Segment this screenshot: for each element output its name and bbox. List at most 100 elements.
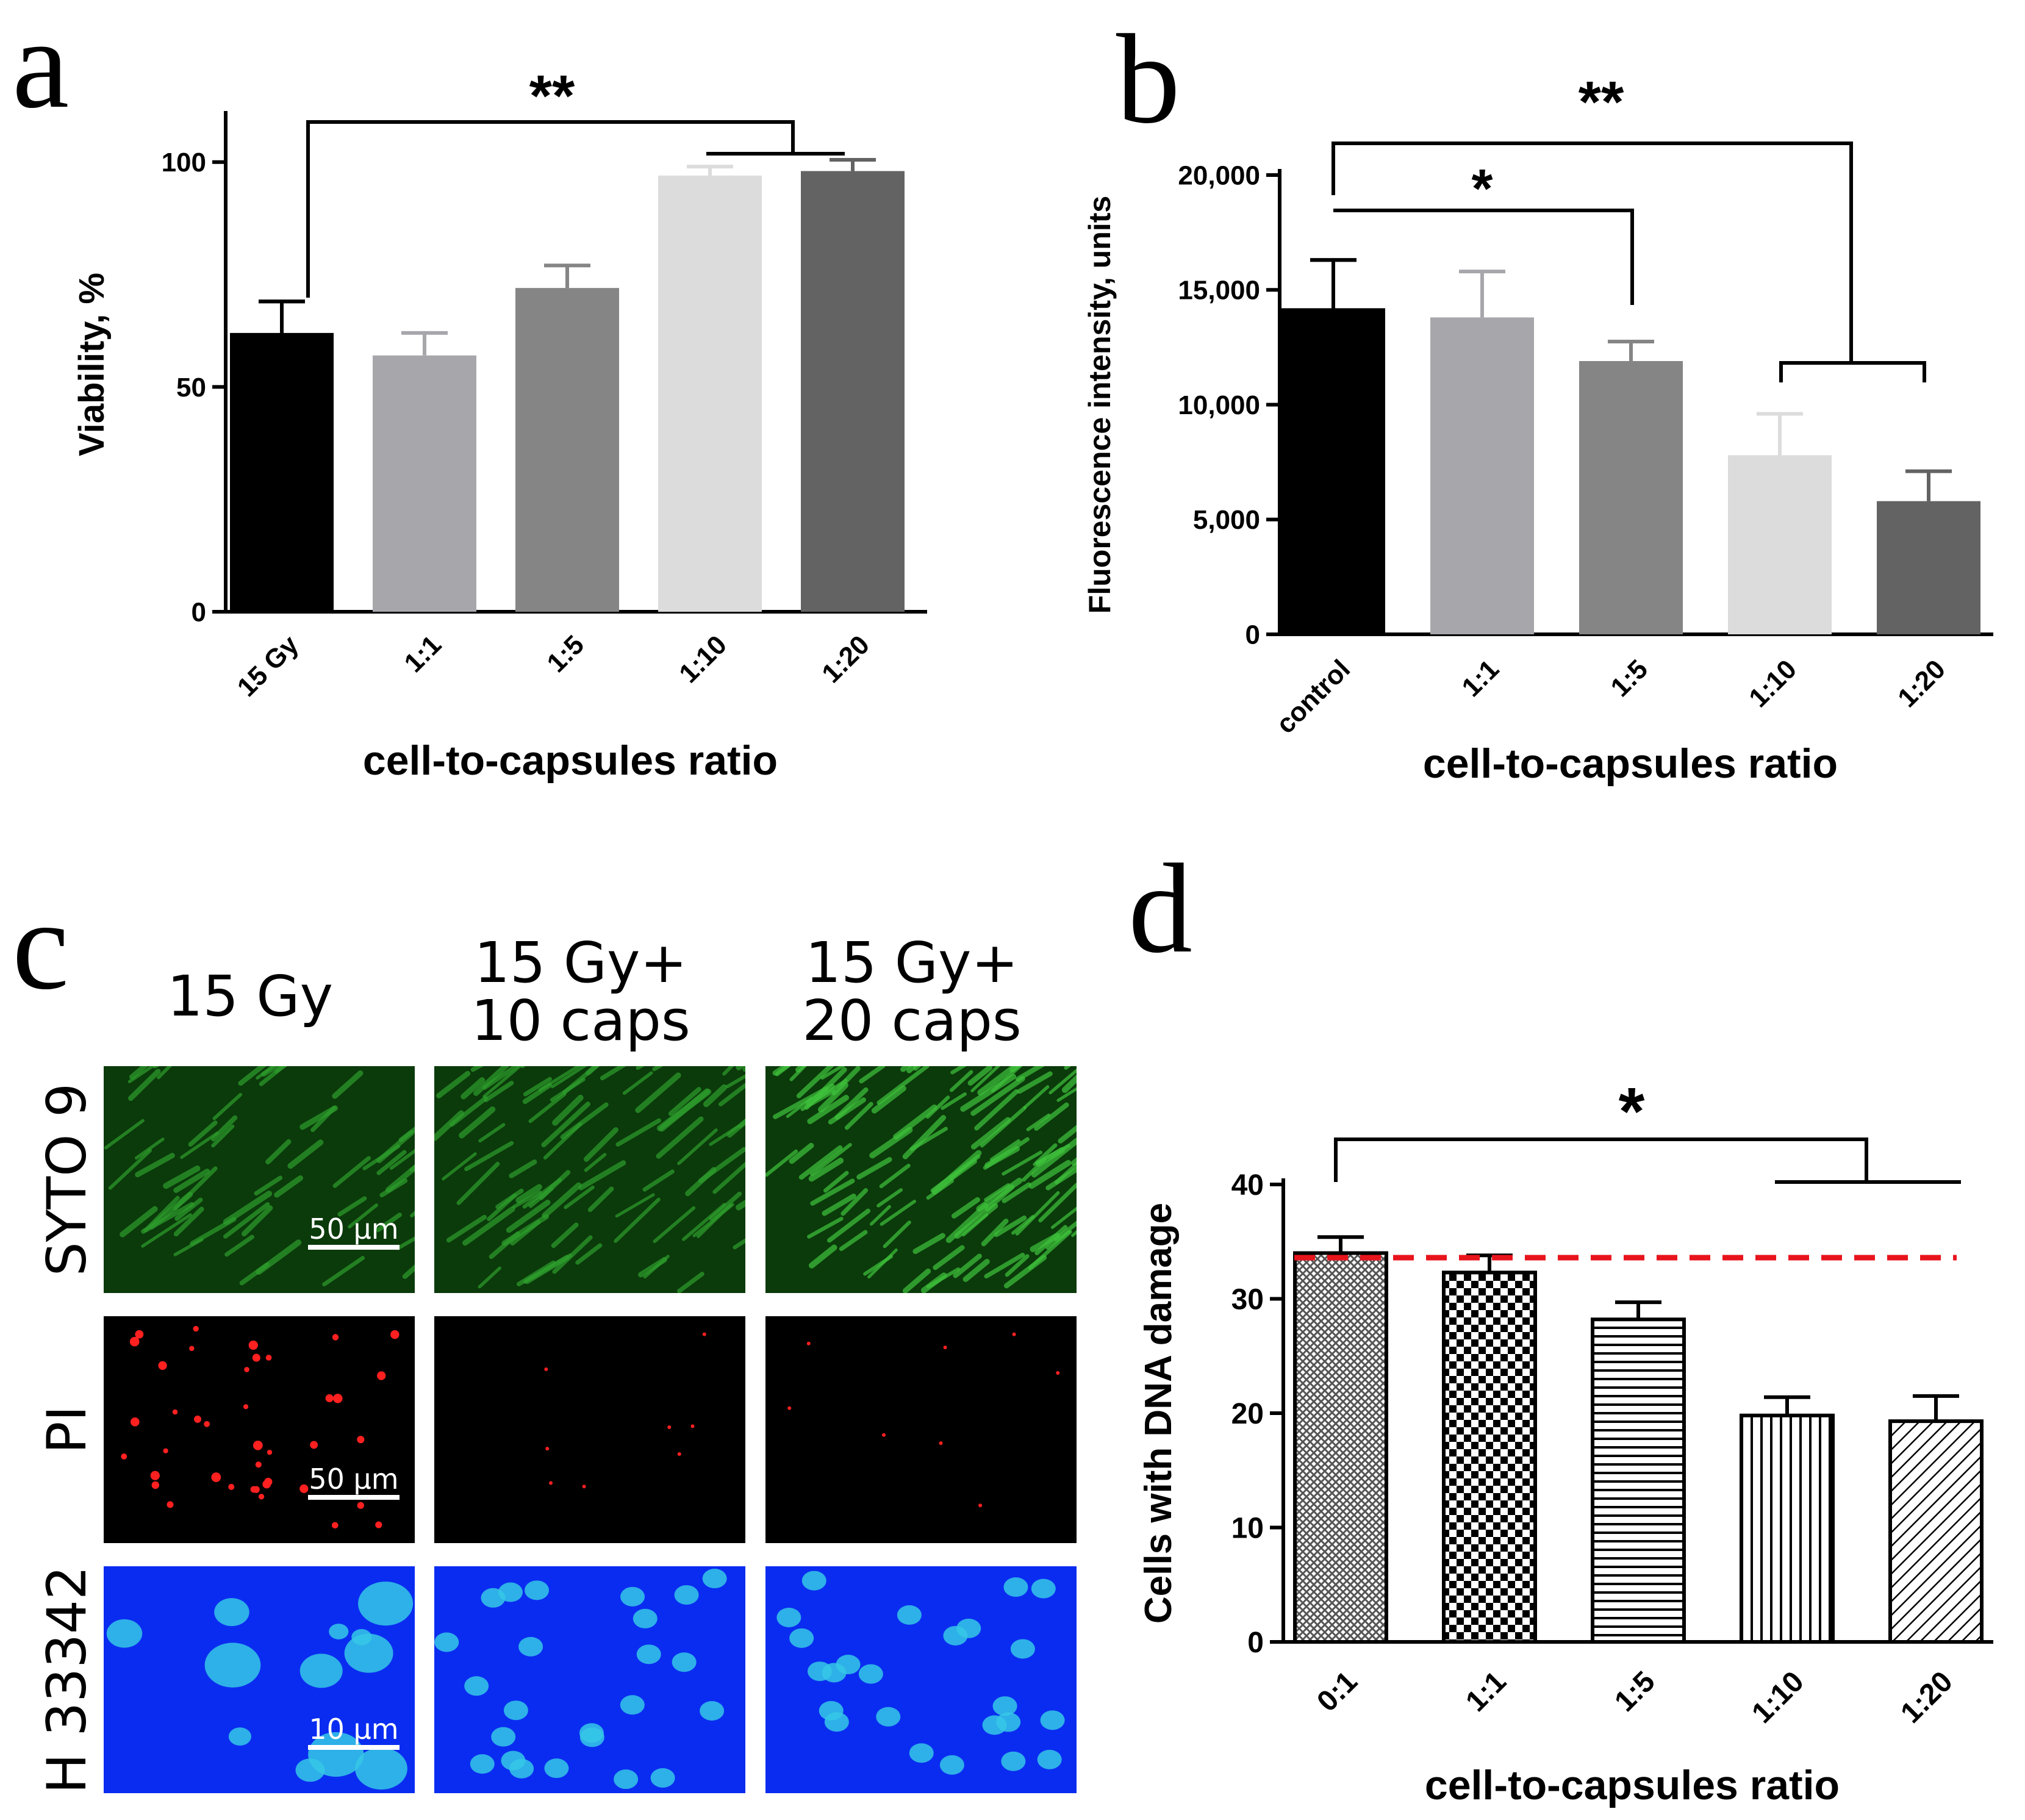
cell-fiber	[129, 1066, 149, 1080]
cell-fiber	[379, 1178, 408, 1198]
stained-nucleus	[1037, 1749, 1062, 1769]
cell-fiber	[869, 1127, 913, 1159]
micrograph-texture	[776, 1571, 1065, 1775]
cell-fiber	[828, 1097, 867, 1125]
cell-fiber	[826, 1208, 871, 1243]
cell-fiber	[984, 1183, 1010, 1202]
stained-nucleus	[106, 1619, 143, 1648]
stained-nucleus	[204, 1643, 261, 1688]
stained-nucleus	[258, 1494, 265, 1500]
cell-fiber	[600, 1066, 626, 1081]
stained-nucleus	[943, 1345, 947, 1350]
cell-fiber	[635, 1072, 681, 1113]
cell-fiber	[1011, 1214, 1035, 1235]
stained-nucleus	[329, 1624, 349, 1639]
micrograph-image	[434, 1316, 745, 1543]
stained-nucleus	[193, 1415, 202, 1423]
y-tick-label: 100	[162, 148, 206, 177]
cell-fiber	[459, 1106, 496, 1139]
micrograph-image	[104, 1316, 415, 1543]
cell-fiber	[127, 1066, 156, 1084]
column-header-line: 15 Gy+	[474, 930, 687, 995]
cell-fiber	[434, 1110, 465, 1141]
cell-fiber	[976, 1177, 1023, 1212]
cell-fiber	[1022, 1157, 1047, 1182]
cell-fiber	[578, 1160, 626, 1191]
cell-fiber	[984, 1252, 1025, 1279]
cell-fiber	[143, 1195, 180, 1233]
cell-fiber	[643, 1255, 670, 1279]
cell-fiber	[180, 1131, 219, 1159]
x-tick-label: 1:1	[398, 629, 447, 678]
stained-nucleus	[525, 1580, 550, 1600]
cell-fiber	[989, 1139, 1021, 1162]
y-tick-label: 40	[1231, 1169, 1264, 1202]
cell-fiber	[543, 1122, 582, 1160]
cell-fiber	[376, 1130, 415, 1164]
cell-fiber	[883, 1220, 911, 1249]
cell-fiber	[733, 1238, 745, 1250]
cell-fiber	[795, 1066, 806, 1073]
stained-nucleus	[299, 1484, 309, 1494]
stained-nucleus	[579, 1723, 604, 1743]
cell-fiber	[951, 1197, 980, 1219]
cell-fiber	[128, 1069, 161, 1102]
cell-fiber	[396, 1236, 415, 1250]
cell-fiber	[552, 1094, 584, 1126]
stained-nucleus	[978, 1503, 983, 1508]
cell-fiber	[682, 1203, 726, 1241]
x-tick-label: 1:20	[1892, 654, 1951, 713]
micrograph-image	[104, 1066, 415, 1293]
cell-fiber	[970, 1076, 1025, 1116]
stained-nucleus	[470, 1754, 495, 1774]
stained-nucleus	[214, 1598, 249, 1627]
bar	[1888, 1419, 1984, 1644]
cell-fiber	[515, 1184, 542, 1203]
cell-fiber	[698, 1147, 745, 1183]
cell-fiber	[541, 1102, 591, 1148]
cell-fiber	[668, 1087, 701, 1116]
x-tick-label: 1:1	[1460, 1665, 1513, 1718]
y-tick-label: 20	[1231, 1398, 1264, 1430]
stained-nucleus	[265, 1355, 272, 1361]
cell-fiber	[461, 1077, 486, 1100]
cell-fiber	[614, 1197, 661, 1243]
cell-fiber	[642, 1169, 675, 1192]
cell-fiber	[1038, 1183, 1077, 1223]
stained-nucleus	[248, 1340, 258, 1350]
stained-nucleus	[545, 1447, 550, 1451]
x-tick-label: 1:5	[1605, 654, 1654, 703]
cell-fiber	[1064, 1066, 1072, 1070]
significance-bracket	[1334, 1138, 1868, 1182]
cell-fiber	[1033, 1144, 1070, 1166]
cell-fiber	[551, 1066, 587, 1089]
stained-nucleus	[344, 1633, 393, 1673]
stained-nucleus	[544, 1758, 569, 1779]
micrograph-image	[765, 1316, 1077, 1543]
stained-nucleus	[518, 1636, 543, 1657]
stained-nucleus	[1031, 1578, 1056, 1599]
bar	[658, 175, 762, 612]
cell-fiber	[970, 1066, 1001, 1092]
stained-nucleus	[491, 1727, 516, 1747]
cell-fiber	[1061, 1074, 1077, 1093]
bar	[1442, 1270, 1537, 1644]
cell-fiber	[981, 1218, 1009, 1247]
cell-fiber	[736, 1199, 745, 1211]
column-header-line: 15 Gy+	[805, 930, 1018, 995]
cell-fiber	[376, 1213, 403, 1233]
stained-nucleus	[1056, 1371, 1060, 1375]
y-tick-label: 30	[1231, 1283, 1264, 1316]
bar	[1430, 317, 1534, 634]
cell-fiber	[274, 1066, 288, 1074]
stained-nucleus	[481, 1588, 506, 1608]
cell-fiber	[174, 1197, 203, 1221]
x-axis-label: cell-to-capsules ratio	[1423, 740, 1838, 787]
cell-fiber	[152, 1066, 160, 1069]
cell-fiber	[722, 1066, 734, 1076]
cell-fiber	[775, 1066, 791, 1077]
x-tick-label: 15 Gy	[232, 629, 305, 703]
stained-nucleus	[824, 1712, 849, 1732]
cell-fiber	[410, 1211, 415, 1218]
